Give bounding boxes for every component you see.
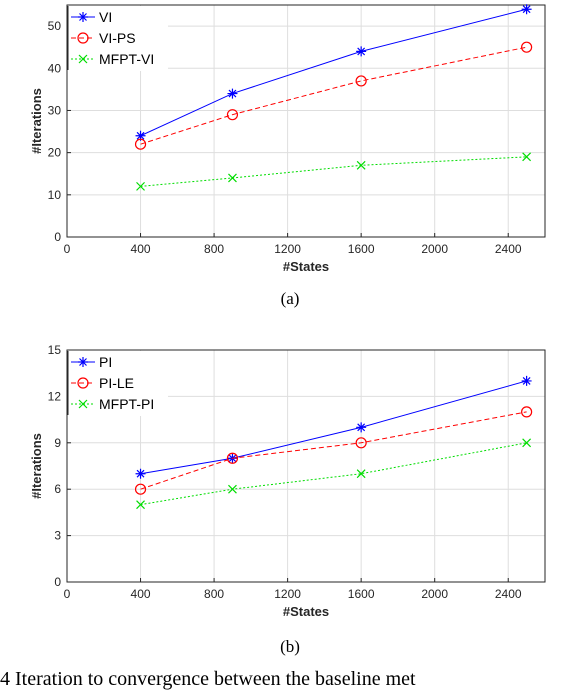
legend-marker-mfpt-pi [78, 399, 88, 409]
x-tick-label: 800 [204, 242, 224, 256]
data-point-mfpt-pi [228, 484, 237, 494]
y-tick-label: 6 [54, 482, 61, 496]
x-axis-label: #States [283, 604, 329, 619]
legend-label-pi-le: PI-LE [99, 375, 134, 391]
y-tick-label: 50 [48, 19, 62, 33]
x-tick-label: 800 [204, 587, 224, 601]
x-tick-label: 2400 [495, 242, 522, 256]
data-point-pi-le [226, 452, 239, 464]
series-line-vi [140, 8, 527, 137]
legend: VI VI-PS MFPT-VI [67, 6, 168, 71]
data-point-vi [521, 4, 532, 15]
y-tick-label: 3 [54, 529, 61, 543]
y-tick-label: 15 [48, 343, 62, 357]
y-tick-label: 10 [48, 188, 62, 202]
legend-marker-mfpt-vi [78, 54, 88, 64]
y-tick-label: 30 [48, 103, 62, 117]
data-point-mfpt-vi [522, 152, 532, 162]
y-tick-label: 20 [48, 146, 62, 160]
data-point-pi [356, 422, 367, 433]
x-tick-label: 400 [131, 587, 151, 601]
subcaption: (b) [280, 637, 300, 656]
x-tick-label: 1600 [348, 587, 375, 601]
chart-panel-b: 0 400 800 1200 1600 2000 2400 0 3 6 9 12 15 #States #I… [29, 343, 546, 656]
data-point-pi-le [355, 437, 367, 449]
legend-label-pi: PI [99, 354, 112, 370]
data-point-vi-ps [521, 41, 533, 53]
x-tick-label: 2000 [421, 587, 448, 601]
data-point-vi-ps [226, 109, 239, 121]
x-tick-label: 2400 [495, 587, 522, 601]
y-tick-label: 12 [48, 389, 62, 403]
legend-marker-vi-ps [77, 32, 89, 44]
data-point-vi [135, 130, 146, 141]
y-axis-label: #Iterations [29, 433, 44, 499]
legend-label-vi-ps: VI-PS [99, 30, 136, 46]
x-tick-label: 0 [64, 242, 71, 256]
legend-label-mfpt-vi: MFPT-VI [99, 51, 154, 67]
data-point-vi-ps [355, 75, 367, 87]
x-tick-label: 1600 [348, 242, 375, 256]
y-tick-label: 40 [48, 61, 62, 75]
subcaption: (a) [281, 289, 300, 308]
series-line-pi-le [140, 411, 527, 490]
data-point-pi [135, 468, 146, 479]
legend: PI PI-LE MFPT-PI [67, 351, 168, 416]
data-point-vi-ps [134, 138, 147, 150]
data-point-mfpt-vi [136, 181, 145, 191]
x-tick-label: 2000 [421, 242, 448, 256]
y-tick-label: 9 [54, 436, 61, 450]
figure-caption: 4 Iteration to convergence between the b… [0, 668, 416, 690]
data-point-pi-le [134, 483, 147, 495]
x-axis-label: #States [283, 259, 329, 274]
x-tick-label: 400 [131, 242, 151, 256]
legend-marker-pi-le [77, 377, 89, 389]
data-point-pi-le [521, 406, 533, 418]
axes-box [66, 4, 546, 238]
series-line-pi [140, 380, 527, 475]
data-point-mfpt-vi [228, 173, 237, 183]
x-tick-label: 0 [64, 587, 71, 601]
chart-panel-a: 0 400 800 1200 1600 2000 2400 0 10 20 30 40 50 #State… [29, 4, 546, 308]
series-line-mfpt-vi [140, 156, 527, 187]
data-point-mfpt-pi [356, 469, 366, 479]
y-tick-label: 0 [54, 575, 61, 589]
legend-label-mfpt-pi: MFPT-PI [99, 396, 154, 412]
data-point-vi [356, 46, 367, 57]
x-tick-label: 1200 [274, 242, 301, 256]
series-line-vi-ps [140, 46, 527, 145]
axes-box [66, 349, 546, 583]
x-tick-label: 1200 [274, 587, 301, 601]
y-tick-label: 0 [54, 230, 61, 244]
data-point-mfpt-pi [136, 500, 145, 510]
y-axis-label: #Iterations [29, 88, 44, 154]
legend-marker-pi [78, 357, 88, 367]
legend-label-vi: VI [99, 9, 112, 25]
legend-marker-vi [78, 12, 88, 22]
data-point-vi [227, 88, 238, 99]
data-point-pi [521, 375, 532, 386]
data-point-mfpt-pi [522, 438, 532, 448]
data-point-mfpt-vi [356, 160, 366, 170]
